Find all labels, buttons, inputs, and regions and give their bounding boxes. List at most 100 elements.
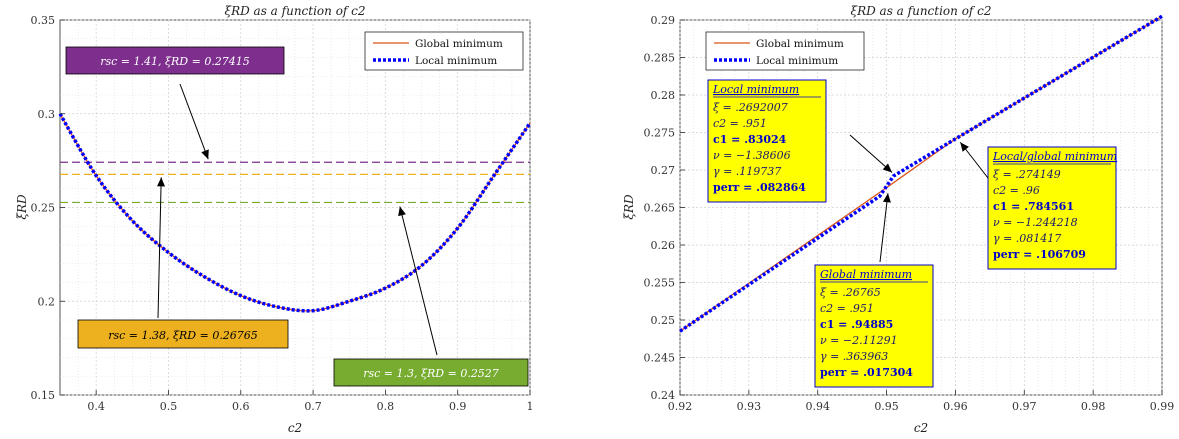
right-annotation-boxes: Local minimum ξ = .2692007 c2 = .951 c1 = .… — [707, 79, 1117, 388]
right-arrow-local-shaft — [849, 134, 893, 173]
annot-local-global-min: Local/global minimum ξ = .274149 c2 = .96 c… — [987, 146, 1117, 270]
left-y-ticks: 0.15 0.2 0.25 0.3 0.35 — [31, 14, 65, 402]
annot-local-min-line: γ = .119737 — [713, 165, 781, 178]
annot-local-global-min-line: c1 = .784561 — [993, 200, 1074, 213]
annot-orange-text: rsc = 1.38, ξRD = 0.26765 — [108, 329, 258, 342]
right-arrow-global-shaft — [879, 193, 889, 263]
annot-local-min-box — [707, 79, 827, 203]
left-arrow-orange-shaft — [157, 177, 162, 319]
right-x-tick-label: 0.94 — [805, 400, 830, 413]
left-chart-title: ξRD as a function of c2 — [224, 4, 365, 18]
right-series-local-minimum — [679, 14, 1163, 333]
left-chart: 0.4 0.5 0.6 0.7 0.8 0.9 1 0.15 0.2 0.25 0.3 0.35 ξ… — [15, 4, 534, 435]
left-y-tick-label: 0.3 — [38, 108, 56, 121]
right-x-tick-label: 0.92 — [668, 400, 693, 413]
annot-green: rsc = 1.3, ξRD = 0.2527 — [333, 358, 529, 387]
left-y-tick-label: 0.35 — [31, 14, 56, 27]
left-legend: Global minimum Local minimum — [364, 31, 524, 71]
left-x-axis-label: c2 — [288, 421, 302, 435]
right-y-tick-label: 0.25 — [651, 314, 676, 327]
left-x-tick-label: 0.7 — [304, 400, 322, 413]
left-x-ticks: 0.4 0.5 0.6 0.7 0.8 0.9 1 — [87, 390, 534, 413]
left-arrow-green-head — [398, 206, 406, 217]
left-series — [58, 112, 532, 313]
annot-local-global-min-box — [987, 146, 1117, 270]
annot-global-min-line: γ = .363963 — [820, 350, 888, 363]
right-y-tick-label: 0.28 — [651, 89, 676, 102]
left-y-tick-label: 0.2 — [38, 295, 56, 308]
right-chart-title: ξRD as a function of c2 — [850, 4, 991, 18]
annot-local-min: Local minimum ξ = .2692007 c2 = .951 c1 = .… — [707, 79, 827, 203]
right-arrow-global-head — [882, 193, 891, 203]
annot-global-min-line: c1 = .94885 — [820, 318, 893, 331]
left-x-tick-label: 0.4 — [87, 400, 105, 413]
right-x-tick-label: 0.96 — [943, 400, 968, 413]
annot-local-min-line: perr = .082864 — [713, 181, 806, 194]
right-y-tick-label: 0.285 — [644, 52, 676, 65]
left-x-tick-label: 0.9 — [449, 400, 467, 413]
right-arrows — [849, 134, 989, 263]
annot-local-min-line: c2 = .951 — [713, 117, 767, 130]
right-chart: 0.92 0.93 0.94 0.95 0.96 0.97 0.98 0.99 0.240.2… — [622, 4, 1174, 435]
annot-global-min-line: c2 = .951 — [820, 302, 874, 315]
right-y-ticks: 0.24 0.245 0.25 0.255 0.26 0.265 0.27 0.275 0.28… — [644, 14, 685, 402]
left-horizontal-lines — [60, 161, 530, 204]
left-series-local-minimum — [58, 112, 532, 313]
annot-green-box — [333, 358, 529, 387]
right-legend-local-label: Local minimum — [756, 55, 838, 67]
left-arrow-orange-head — [157, 177, 166, 187]
right-legend: Global minimum Local minimum — [705, 31, 865, 71]
left-y-tick-label: 0.15 — [31, 389, 56, 402]
annot-global-min-box — [814, 264, 934, 388]
right-legend-global-label: Global minimum — [756, 38, 844, 50]
right-y-tick-label: 0.29 — [651, 14, 676, 27]
annot-purple-box — [65, 46, 285, 75]
annot-purple-text: rsc = 1.41, ξRD = 0.27415 — [100, 55, 250, 68]
annot-local-global-min-line: γ = .081417 — [993, 232, 1061, 245]
right-legend-box — [705, 31, 865, 71]
annot-local-global-min-line: ν = −1.244218 — [993, 216, 1078, 229]
right-x-tick-label: 0.99 — [1150, 400, 1175, 413]
right-x-tick-label: 0.98 — [1081, 400, 1106, 413]
right-y-axis-label: ξRD — [622, 194, 636, 220]
left-x-tick-label: 0.8 — [377, 400, 395, 413]
right-x-ticks: 0.92 0.93 0.94 0.95 0.96 0.97 0.98 0.99 — [668, 390, 1175, 413]
annot-orange: rsc = 1.38, ξRD = 0.26765 — [77, 319, 289, 349]
left-x-tick-label: 0.6 — [232, 400, 250, 413]
annot-local-global-min-line: ξ = .274149 — [993, 168, 1061, 181]
left-y-axis-label: ξRD — [15, 194, 29, 220]
annot-local-min-header: Local minimum — [712, 83, 799, 96]
annot-local-global-min-line: c2 = .96 — [993, 184, 1040, 197]
left-x-tick-label: 1 — [527, 400, 534, 413]
right-x-axis-label: c2 — [914, 421, 928, 435]
right-arrow-local-head — [882, 163, 893, 173]
annot-global-min-line: ξ = .26765 — [820, 286, 881, 299]
right-series — [679, 14, 1163, 333]
annot-global-min-line: ν = −2.11291 — [820, 334, 898, 347]
annot-local-min-line: c1 = .83024 — [713, 133, 787, 146]
annot-green-text: rsc = 1.3, ξRD = 0.2527 — [363, 367, 499, 380]
right-y-tick-label: 0.275 — [644, 127, 676, 140]
left-legend-global-label: Global minimum — [415, 38, 503, 50]
left-arrow-purple-shaft — [179, 83, 209, 160]
right-x-tick-label: 0.95 — [874, 400, 899, 413]
annot-global-min-line: perr = .017304 — [820, 366, 913, 379]
right-x-tick-label: 0.93 — [737, 400, 762, 413]
annot-purple: rsc = 1.41, ξRD = 0.27415 — [65, 46, 285, 75]
right-y-tick-label: 0.26 — [651, 239, 676, 252]
right-y-tick-label: 0.255 — [644, 277, 676, 290]
annot-local-global-min-line: perr = .106709 — [993, 248, 1086, 261]
annot-local-global-min-header: Local/global minimum — [992, 150, 1117, 163]
right-y-tick-label: 0.245 — [644, 352, 676, 365]
annot-global-min-header: Global minimum — [820, 268, 912, 281]
left-legend-local-label: Local minimum — [415, 55, 497, 67]
right-x-tick-label: 0.97 — [1012, 400, 1037, 413]
left-y-tick-label: 0.25 — [31, 202, 56, 215]
left-arrows — [157, 83, 438, 356]
left-arrow-purple-head — [201, 149, 209, 160]
annot-local-min-line: ν = −1.38606 — [713, 149, 791, 162]
left-arrow-green-shaft — [399, 206, 438, 356]
annot-global-min: Global minimum ξ = .26765 c2 = .951 c1 = .9… — [814, 264, 934, 388]
right-y-tick-label: 0.265 — [644, 202, 676, 215]
